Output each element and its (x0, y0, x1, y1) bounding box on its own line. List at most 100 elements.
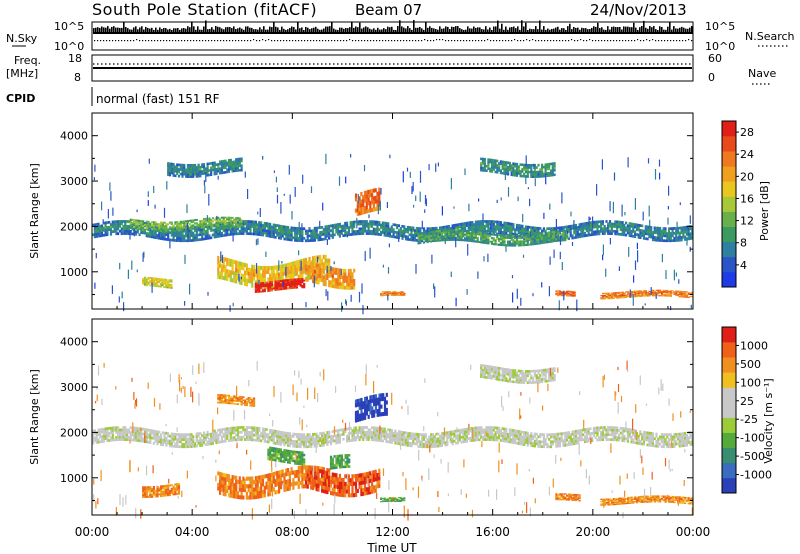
nsearch-dot (430, 40, 432, 42)
heatmap-cell (480, 164, 483, 167)
heatmap-cell (215, 170, 218, 173)
heatmap-cell (165, 444, 168, 447)
heatmap-cell (297, 283, 300, 286)
heatmap-cell (628, 234, 631, 238)
heatmap-cell (227, 170, 231, 173)
nsky-bar (309, 29, 311, 34)
nsky-bar (489, 27, 491, 34)
heatmap-cell (557, 226, 560, 230)
heatmap-cell (267, 283, 270, 286)
heatmap-cell (166, 282, 169, 284)
heatmap-cell (227, 262, 231, 267)
heatmap-cell (501, 231, 504, 234)
heatmap-cell (671, 290, 674, 292)
heatmap-cell (312, 231, 315, 235)
heatmap-cell (202, 219, 206, 222)
heatmap-cell (138, 219, 141, 222)
heatmap-cell (548, 240, 551, 243)
heatmap-cell (190, 227, 193, 230)
heatmap-cell (227, 226, 231, 229)
nsky-bar (113, 26, 115, 34)
heatmap-cell (177, 229, 181, 232)
heatmap-cell (378, 195, 381, 200)
nsky-bar (123, 21, 125, 34)
heatmap-cell (337, 285, 340, 289)
heatmap-cell (523, 232, 526, 236)
heatmap-cell (431, 239, 435, 242)
heatmap-cell (668, 294, 671, 296)
heatmap-cell (294, 229, 297, 233)
heatmap-cell (238, 232, 241, 236)
heatmap-cell (122, 232, 125, 235)
heatmap-cell (460, 227, 463, 231)
heatmap-cell (319, 235, 322, 239)
heatmap-cell (133, 231, 135, 237)
heatmap-cell (567, 237, 570, 241)
heatmap-cell (591, 230, 594, 234)
heatmap-cell (301, 258, 304, 263)
heatmap-cell (507, 224, 510, 228)
heatmap-cell (685, 291, 689, 293)
heatmap-cell (118, 431, 121, 434)
heatmap-cell (487, 160, 490, 164)
heatmap-cell (558, 290, 562, 292)
heatmap-cell (211, 217, 214, 220)
heatmap-cell (152, 283, 155, 286)
heatmap-cell (194, 229, 197, 232)
heatmap-cell (326, 227, 329, 231)
heatmap-cell (492, 168, 495, 171)
heatmap-cell (614, 220, 617, 224)
heatmap-cell (97, 433, 100, 437)
heatmap-cell (412, 182, 414, 192)
heatmap-cell (650, 233, 653, 237)
heatmap-cell (675, 231, 678, 235)
heatmap-cell (270, 228, 274, 231)
heatmap-cell (541, 229, 544, 233)
heatmap-cell (151, 282, 153, 293)
heatmap-cell (147, 232, 150, 236)
heatmap-cell (194, 166, 197, 169)
heatmap-cell (202, 230, 206, 234)
nsky-bar (459, 28, 461, 34)
heatmap-cell (507, 234, 510, 237)
nsearch-dot (235, 40, 237, 42)
heatmap-cell (201, 224, 204, 227)
heatmap-cell (392, 233, 395, 236)
heatmap-cell (659, 291, 662, 294)
heatmap-cell (99, 232, 102, 235)
nsky-bar (627, 26, 629, 34)
heatmap-cell (274, 276, 277, 281)
heatmap-cell (356, 232, 359, 236)
heatmap-cell (317, 277, 320, 282)
heatmap-cell (583, 222, 587, 226)
heatmap-cell (508, 168, 511, 172)
heatmap-cell (149, 441, 152, 444)
heatmap-cell (226, 269, 229, 274)
heatmap-cell (494, 243, 497, 246)
heatmap-cell (258, 290, 261, 293)
heatmap-cell (222, 216, 225, 219)
heatmap-cell (365, 220, 368, 223)
heatmap-cell (541, 163, 544, 167)
heatmap-cell (192, 221, 195, 223)
nsearch-dot (676, 40, 678, 42)
heatmap-cell (100, 229, 104, 233)
heatmap-cell (553, 249, 555, 258)
heatmap-cell (440, 229, 443, 232)
heatmap-cell (181, 232, 184, 235)
heatmap-cell (108, 431, 111, 435)
heatmap-cell (449, 236, 452, 240)
heatmap-cell (174, 227, 177, 230)
heatmap-cell (546, 233, 549, 236)
heatmap-cell (532, 235, 535, 238)
heatmap-cell (444, 235, 447, 238)
heatmap-cell (251, 222, 254, 226)
heatmap-cell (410, 228, 413, 232)
heatmap-cell (639, 295, 642, 297)
heatmap-cell (621, 233, 624, 236)
heatmap-cell (154, 285, 157, 287)
heatmap-cell (272, 287, 275, 290)
heatmap-cell (238, 222, 241, 226)
heatmap-cell (557, 295, 560, 297)
heatmap-cell (691, 236, 694, 240)
